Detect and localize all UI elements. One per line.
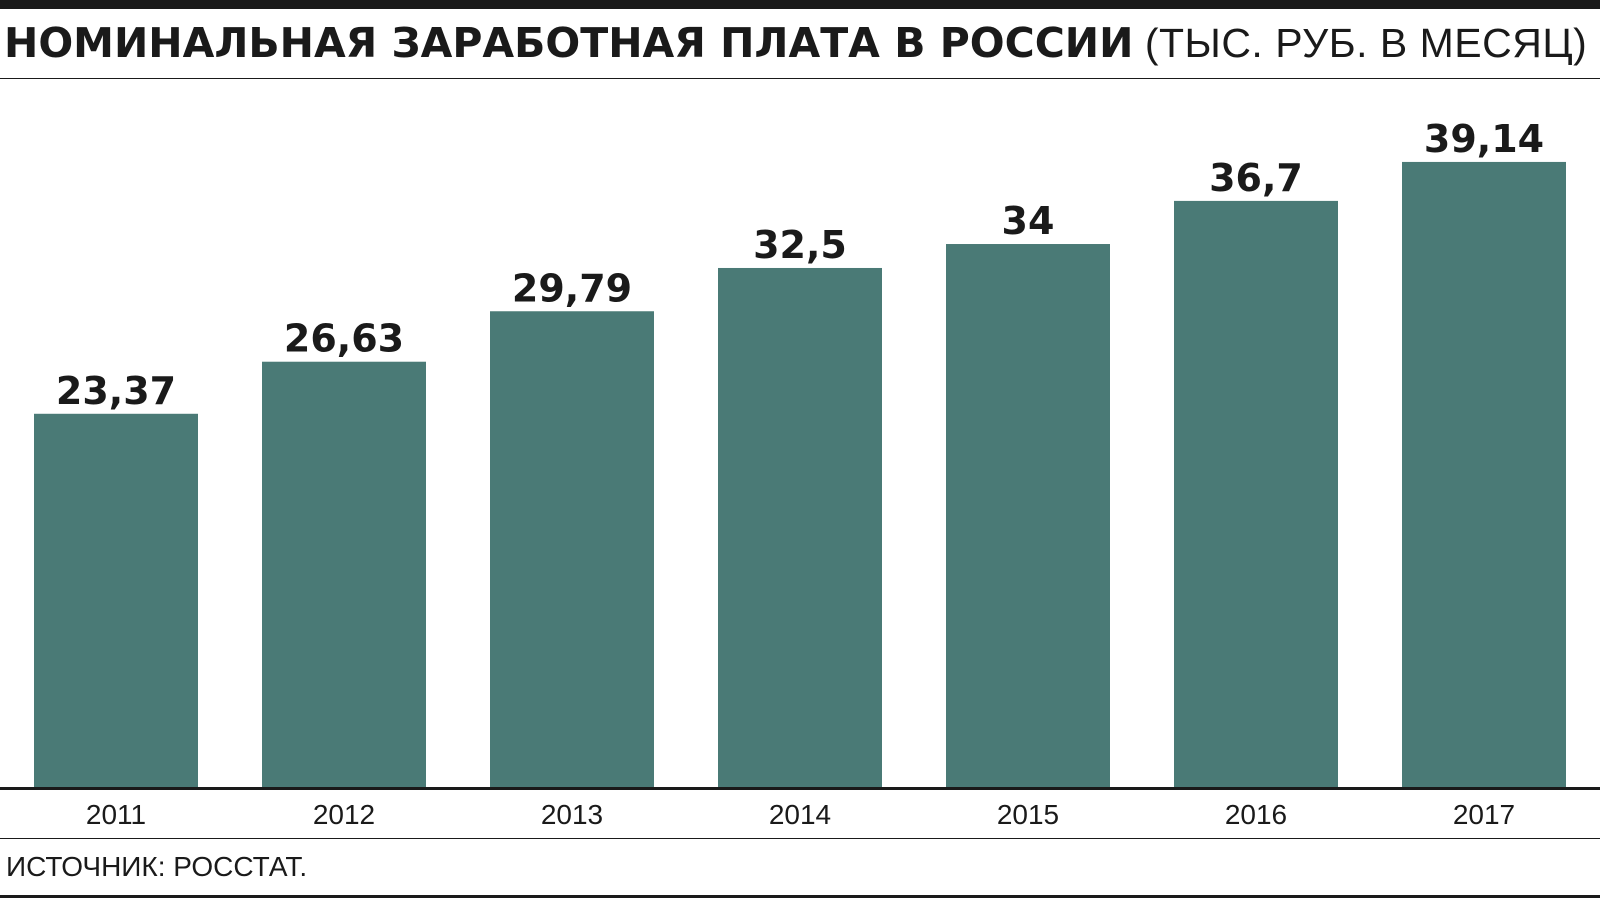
bar-2011 xyxy=(34,413,198,787)
bottom-rule xyxy=(0,895,1600,898)
bar-2014 xyxy=(718,267,882,787)
bar-2013 xyxy=(490,311,654,787)
x-tick-2016: 2016 xyxy=(1224,799,1288,830)
bar-2017 xyxy=(1402,161,1566,787)
x-tick-2012: 2012 xyxy=(312,799,376,830)
bar-2016 xyxy=(1174,200,1338,787)
data-label-2016: 36,7 xyxy=(1209,156,1303,200)
x-tick-2013: 2013 xyxy=(540,799,604,830)
chart-title: НОМИНАЛЬНАЯ ЗАРАБОТНАЯ ПЛАТА В РОССИИ (Т… xyxy=(4,18,1596,68)
x-axis-line xyxy=(0,787,1600,790)
title-rule xyxy=(0,78,1600,79)
data-label-2013: 29,79 xyxy=(512,266,632,310)
data-label-2012: 26,63 xyxy=(284,317,404,361)
source-note: ИСТОЧНИК: РОССТАТ. xyxy=(6,851,308,882)
chart-title-unit: (ТЫС. РУБ. В МЕСЯЦ) xyxy=(1144,20,1588,66)
x-tick-2015: 2015 xyxy=(996,799,1060,830)
x-tick-2014: 2014 xyxy=(768,799,832,830)
data-label-2014: 32,5 xyxy=(753,223,847,267)
bar-2015 xyxy=(946,244,1110,787)
data-label-2015: 34 xyxy=(1002,199,1055,243)
data-label-2011: 23,37 xyxy=(56,369,176,413)
x-tick-2011: 2011 xyxy=(85,799,147,830)
bar-chart: 23,37 26,63 29,79 32,5 34 36,7 39,14 xyxy=(34,117,1566,787)
x-tick-2017: 2017 xyxy=(1452,799,1516,830)
chart-title-main: НОМИНАЛЬНАЯ ЗАРАБОТНАЯ ПЛАТА В РОССИИ xyxy=(4,19,1134,67)
data-label-2017: 39,14 xyxy=(1424,117,1544,161)
bar-2012 xyxy=(262,361,426,787)
source-rule xyxy=(0,838,1600,839)
top-rule xyxy=(0,0,1600,9)
